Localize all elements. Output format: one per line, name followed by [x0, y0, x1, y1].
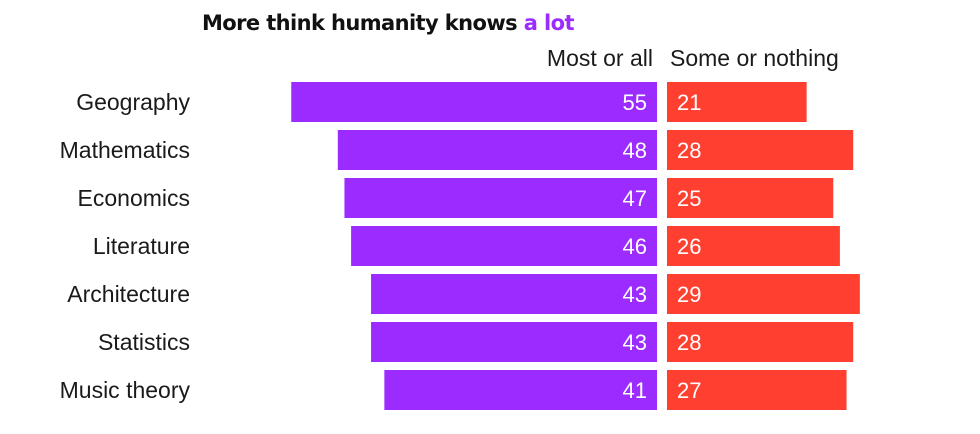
- row-statistics: Statistics 43 28: [98, 322, 854, 362]
- chart-title-highlight: a lot: [524, 11, 575, 35]
- row-mathematics: Mathematics 48 28: [60, 130, 854, 170]
- value-label-most-or-all-architecture: 43: [623, 282, 647, 307]
- bar-most-or-all-geography: [291, 82, 657, 122]
- bar-most-or-all-literature: [351, 226, 657, 266]
- category-label-architecture: Architecture: [67, 281, 190, 307]
- chart-rows: Geography 55 21 Mathematics 48 28 Economics 47 2…: [60, 82, 860, 410]
- value-label-some-or-nothing-economics: 25: [677, 186, 701, 211]
- bar-most-or-all-music-theory: [384, 370, 657, 410]
- row-architecture: Architecture 43 29: [67, 274, 860, 314]
- series-header-most-or-all: Most or all: [547, 45, 653, 71]
- row-geography: Geography 55 21: [76, 82, 807, 122]
- value-label-some-or-nothing-literature: 26: [677, 234, 701, 259]
- value-label-some-or-nothing-mathematics: 28: [677, 138, 701, 163]
- category-label-geography: Geography: [76, 89, 190, 115]
- bar-some-or-nothing-statistics: [667, 322, 854, 362]
- value-label-most-or-all-literature: 46: [623, 234, 647, 259]
- value-label-some-or-nothing-geography: 21: [677, 90, 701, 115]
- category-label-mathematics: Mathematics: [60, 137, 190, 163]
- bar-most-or-all-economics: [344, 178, 657, 218]
- category-label-music-theory: Music theory: [60, 377, 191, 403]
- chart-title-main: More think humanity knows: [202, 11, 524, 35]
- series-header-some-or-nothing: Some or nothing: [670, 45, 839, 71]
- bar-some-or-nothing-geography: [667, 82, 807, 122]
- category-label-economics: Economics: [78, 185, 190, 211]
- value-label-most-or-all-music-theory: 41: [623, 378, 647, 403]
- bar-some-or-nothing-music-theory: [667, 370, 847, 410]
- value-label-most-or-all-economics: 47: [623, 186, 647, 211]
- row-economics: Economics 47 25: [78, 178, 834, 218]
- bar-some-or-nothing-literature: [667, 226, 840, 266]
- bar-some-or-nothing-economics: [667, 178, 834, 218]
- bar-most-or-all-statistics: [371, 322, 657, 362]
- category-label-literature: Literature: [93, 233, 190, 259]
- value-label-some-or-nothing-architecture: 29: [677, 282, 701, 307]
- value-label-some-or-nothing-statistics: 28: [677, 330, 701, 355]
- bar-most-or-all-mathematics: [337, 130, 657, 170]
- value-label-some-or-nothing-music-theory: 27: [677, 378, 701, 403]
- chart-title: More think humanity knows a lot: [202, 11, 574, 35]
- bar-some-or-nothing-mathematics: [667, 130, 854, 170]
- bar-some-or-nothing-architecture: [667, 274, 860, 314]
- row-literature: Literature 46 26: [93, 226, 840, 266]
- row-music-theory: Music theory 41 27: [60, 370, 847, 410]
- value-label-most-or-all-geography: 55: [623, 90, 647, 115]
- category-label-statistics: Statistics: [98, 329, 190, 355]
- bar-most-or-all-architecture: [371, 274, 657, 314]
- value-label-most-or-all-mathematics: 48: [623, 138, 647, 163]
- value-label-most-or-all-statistics: 43: [623, 330, 647, 355]
